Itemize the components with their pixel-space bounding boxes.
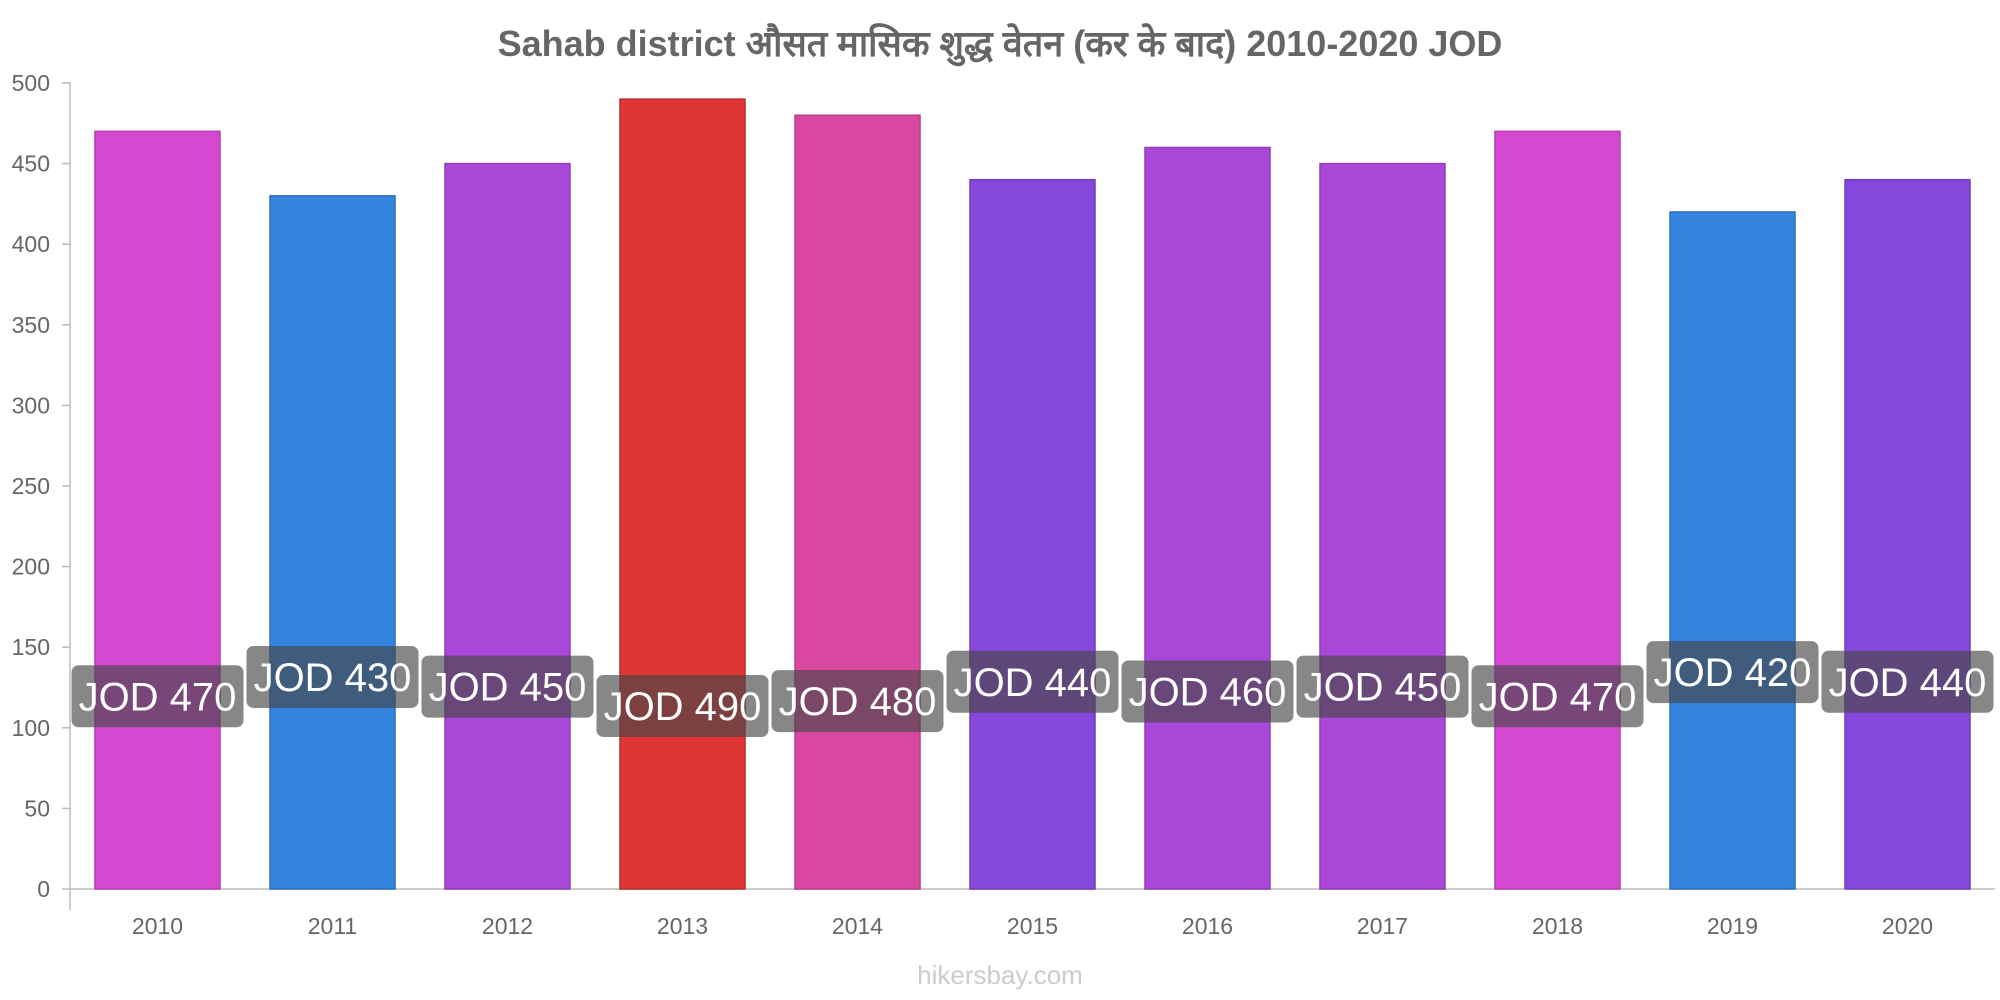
data-label-text: JOD 480	[779, 680, 937, 724]
x-tick-label: 2020	[1882, 913, 1933, 939]
y-tick-label: 200	[12, 554, 50, 580]
y-tick-label: 450	[12, 151, 50, 177]
data-label-2020: JOD 440	[1821, 650, 1994, 713]
y-tick-label: 400	[12, 231, 50, 257]
data-label-box	[246, 645, 419, 708]
data-label-2017: JOD 450	[1296, 655, 1469, 718]
bar-2015	[969, 178, 1096, 890]
data-label-text: JOD 450	[1304, 666, 1462, 710]
data-label-box	[421, 655, 594, 718]
data-label-text: JOD 470	[1479, 675, 1637, 719]
bar-2012	[444, 162, 571, 890]
x-tick-label: 2017	[1357, 913, 1408, 939]
data-label-box	[946, 650, 1119, 713]
x-tick-label: 2010	[132, 913, 183, 939]
bar-2011	[269, 195, 396, 890]
data-label-box	[1296, 655, 1469, 718]
data-label-text: JOD 490	[604, 685, 762, 729]
bar-2018	[1494, 130, 1621, 890]
x-tick-label: 2012	[482, 913, 533, 939]
bars	[94, 98, 1971, 890]
y-tick-label: 100	[12, 715, 50, 741]
x-tick-label: 2016	[1182, 913, 1233, 939]
bar-2017	[1319, 162, 1446, 890]
data-label-box	[1471, 665, 1644, 728]
bar-2010	[94, 130, 221, 890]
data-label-2014: JOD 480	[771, 670, 944, 733]
chart-title: Sahab district औसत मासिक शुद्ध वेतन (कर …	[497, 23, 1503, 64]
data-label-text: JOD 460	[1129, 670, 1287, 714]
data-label-box	[596, 674, 769, 737]
x-tick-label: 2011	[308, 913, 357, 939]
x-tick-label: 2018	[1532, 913, 1583, 939]
data-label-2010: JOD 470	[71, 665, 244, 728]
data-label-box	[1646, 641, 1819, 704]
y-axis-ticks: 0 50 100 150 200 250 300 350 400 450 500	[12, 70, 70, 902]
data-label-text: JOD 420	[1654, 651, 1812, 695]
data-label-2012: JOD 450	[421, 655, 594, 718]
bar-2019	[1669, 211, 1796, 890]
data-label-text: JOD 440	[1829, 661, 1987, 705]
y-tick-label: 300	[12, 392, 50, 418]
data-label-box	[1821, 650, 1994, 713]
data-label-box	[771, 670, 944, 733]
data-label-2019: JOD 420	[1646, 641, 1819, 704]
data-label-2015: JOD 440	[946, 650, 1119, 713]
y-tick-label: 500	[12, 70, 50, 96]
x-tick-label: 2019	[1707, 913, 1758, 939]
data-label-text: JOD 440	[954, 661, 1112, 705]
x-tick-label: 2013	[657, 913, 708, 939]
data-label-text: JOD 470	[79, 675, 237, 719]
data-labels: JOD 470 JOD 430 JOD 450 JOD 490 JOD 480 JOD 4…	[71, 641, 1994, 737]
y-tick-label: 50	[24, 795, 50, 821]
x-axis-ticks: 2010 2011 2012 2013 2014 2015 2016 2017 2018 2019…	[132, 913, 1933, 939]
y-tick-label: 350	[12, 312, 50, 338]
y-tick-label: 250	[12, 473, 50, 499]
data-label-2011: JOD 430	[246, 645, 419, 708]
data-label-box	[71, 665, 244, 728]
watermark: hikersbay.com	[917, 960, 1083, 990]
bar-2016	[1144, 146, 1271, 890]
y-tick-label: 150	[12, 634, 50, 660]
data-label-text: JOD 430	[254, 656, 412, 700]
data-label-box	[1121, 660, 1294, 723]
data-label-2013: JOD 490	[596, 674, 769, 737]
x-tick-label: 2015	[1007, 913, 1058, 939]
x-tick-label: 2014	[832, 913, 883, 939]
bar-2014	[794, 114, 921, 890]
data-label-text: JOD 450	[429, 666, 587, 710]
data-label-2016: JOD 460	[1121, 660, 1294, 723]
data-label-2018: JOD 470	[1471, 665, 1644, 728]
bar-2020	[1844, 178, 1971, 890]
bar-2013	[619, 98, 746, 890]
y-tick-label: 0	[37, 876, 50, 902]
